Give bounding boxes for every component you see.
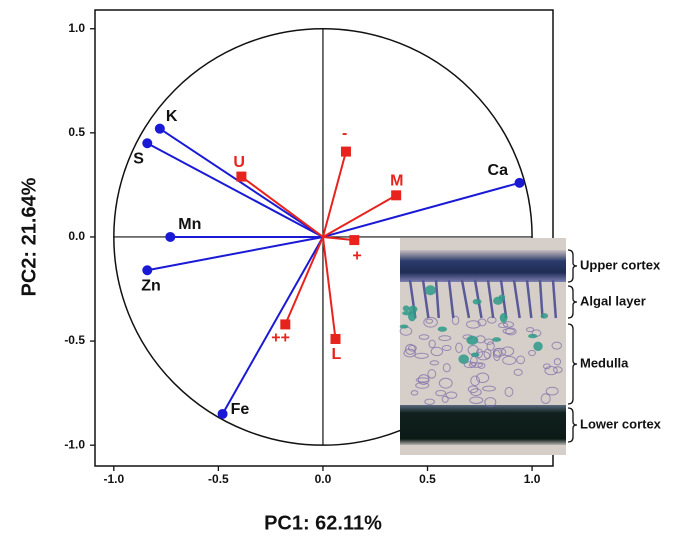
loading-point: [515, 178, 525, 188]
inset-label: Lower cortex: [580, 416, 662, 431]
loading-point: [142, 138, 152, 148]
algal-cell: [425, 285, 436, 295]
inset-label: Medulla: [580, 355, 629, 370]
loading-label: Mn: [178, 216, 201, 233]
x-tick-label: -0.5: [208, 472, 229, 486]
y-axis-title: PC2: 21.64%: [18, 177, 40, 296]
loading-label: Zn: [141, 277, 161, 294]
treatment-point: [236, 172, 246, 182]
algal-cell: [528, 334, 537, 338]
loading-vector: [323, 183, 520, 237]
algal-cell: [473, 299, 482, 305]
loading-label: Ca: [488, 162, 509, 179]
brace: [568, 286, 577, 318]
brace: [568, 408, 577, 442]
brace: [568, 250, 577, 282]
lower-cortex-band: [400, 405, 566, 445]
x-tick-label: 0.5: [419, 472, 436, 486]
treatment-point: [349, 235, 359, 245]
y-tick-label: 0.5: [68, 125, 85, 139]
treatment-point: [391, 190, 401, 200]
algal-cell: [471, 353, 480, 358]
loading-vector: [223, 237, 323, 414]
treatment-vector: [323, 152, 346, 237]
x-tick-label: 1.0: [524, 472, 541, 486]
treatment-vector: [285, 237, 323, 324]
treatment-vector: [241, 177, 323, 237]
y-tick-label: -1.0: [64, 437, 85, 451]
y-tick-label: 1.0: [68, 21, 85, 35]
algal-cell: [541, 313, 548, 318]
micrograph-inset: [400, 238, 566, 455]
upper-cortex-band: [400, 250, 566, 282]
treatment-label: -: [342, 125, 347, 142]
loading-label: S: [133, 150, 144, 167]
page: {"chart_data": {"type": "biplot", "x_lab…: [0, 0, 695, 539]
treatment-label: L: [332, 346, 342, 363]
algal-cell: [408, 306, 417, 313]
algal-cell: [400, 325, 409, 329]
loading-point: [155, 124, 165, 134]
algal-cell: [493, 297, 503, 305]
treatment-vector: [323, 237, 336, 339]
algal-cell: [492, 337, 501, 342]
treatment-vector: [323, 195, 396, 237]
treatment-point: [280, 319, 290, 329]
algal-cell: [438, 326, 447, 331]
treatment-label: M: [390, 173, 403, 190]
brace: [568, 324, 577, 404]
inset-label: Upper cortex: [580, 257, 661, 272]
loading-label: Fe: [231, 401, 250, 418]
x-axis-title: PC1: 62.11%: [264, 512, 382, 534]
treatment-point: [331, 334, 341, 344]
inset-label: Algal layer: [580, 293, 646, 308]
loading-vector: [147, 237, 323, 270]
treatment-point: [341, 147, 351, 157]
algal-cell: [533, 342, 542, 351]
loading-point: [165, 232, 175, 242]
loading-label: K: [166, 108, 178, 125]
algal-cell: [466, 336, 478, 345]
loading-point: [218, 409, 228, 419]
y-tick-label: -0.5: [64, 333, 85, 347]
y-tick-label: 0.0: [68, 229, 85, 243]
algal-cell: [500, 313, 508, 323]
x-tick-label: 0.0: [315, 472, 332, 486]
chart: PC1: 62.11% PC2: 21.64% Upper cortex Alga…: [0, 0, 695, 539]
treatment-label: U: [233, 154, 245, 171]
loading-point: [142, 265, 152, 275]
treatment-label: +: [352, 247, 361, 264]
algal-cell: [403, 305, 410, 311]
x-tick-label: -1.0: [103, 472, 124, 486]
treatment-label: ++: [271, 330, 290, 347]
algal-cell: [458, 354, 469, 364]
